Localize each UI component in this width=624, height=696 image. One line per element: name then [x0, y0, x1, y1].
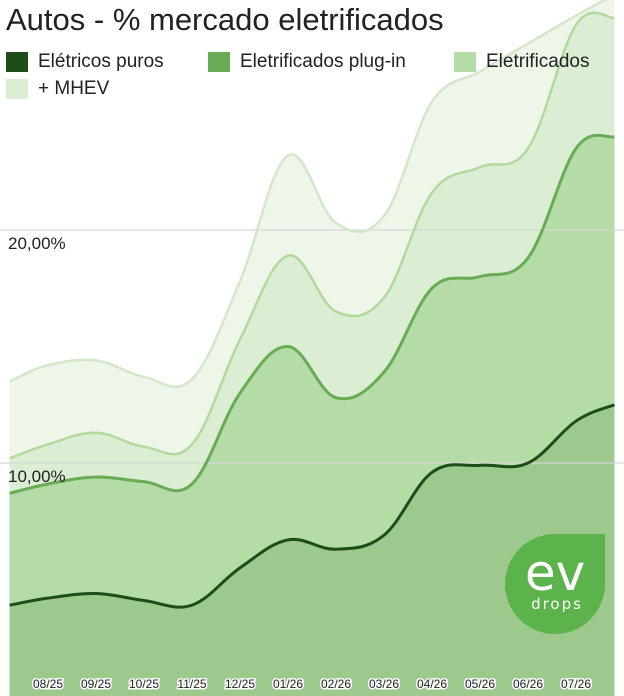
chart-areas: [9, 0, 615, 696]
x-tick-label: 02/26: [321, 677, 351, 691]
legend-item-eletrificados[interactable]: Eletrificados: [454, 51, 590, 73]
y-axis-ticks: 10,00% 20,00%: [8, 234, 66, 486]
badge-drop-shape: [505, 534, 605, 634]
x-tick-label: 12/25: [225, 677, 255, 691]
legend-swatch: [454, 52, 476, 72]
chart-lines: [9, 0, 615, 609]
x-tick-label: 03/26: [369, 677, 399, 691]
x-tick-label: 06/26: [513, 677, 543, 691]
legend-item-mhev[interactable]: + MHEV: [6, 78, 109, 100]
x-tick-label: 01/26: [273, 677, 303, 691]
legend-item-plug-in[interactable]: Eletrificados plug-in: [208, 51, 406, 73]
legend-swatch: [6, 79, 28, 99]
chart-gridlines: [0, 229, 624, 464]
x-tick-label: 11/25: [177, 677, 206, 691]
legend-label: Eletrificados plug-in: [240, 51, 406, 72]
area-series-3: [9, 404, 615, 696]
line-series-1: [9, 11, 615, 460]
x-tick-label: 04/26: [417, 677, 447, 691]
legend-label: Elétricos puros: [38, 51, 164, 72]
x-tick-label: 07/26: [561, 677, 591, 691]
line-series-2: [9, 133, 615, 495]
badge-logo-main: ev: [525, 544, 585, 602]
line-series-3: [9, 403, 615, 609]
chart-title: Autos - % mercado eletrificados: [6, 2, 444, 37]
legend-label: + MHEV: [38, 78, 110, 99]
y-tick-label: 10,00%: [8, 467, 66, 486]
legend-label: Eletrificados: [486, 51, 590, 72]
legend-swatch: [208, 52, 230, 72]
y-tick-label: 20,00%: [8, 234, 66, 253]
x-tick-label: 09/25: [81, 677, 111, 691]
x-tick-label: 10/25: [129, 677, 159, 691]
x-tick-label: 08/25: [33, 677, 63, 691]
x-axis-ticks: 08/25 09/25 10/25 11/25 12/25 01/26 02/26 03/26…: [31, 676, 592, 693]
x-tick-label: 05/26: [465, 677, 495, 691]
badge-logo-sub: drops: [531, 595, 583, 613]
line-series-0: [9, 0, 608, 389]
ev-drops-logo-icon: ev drops: [505, 534, 605, 634]
legend-swatch: [6, 52, 28, 72]
legend-item-eletricos-puros[interactable]: Elétricos puros: [6, 51, 164, 73]
